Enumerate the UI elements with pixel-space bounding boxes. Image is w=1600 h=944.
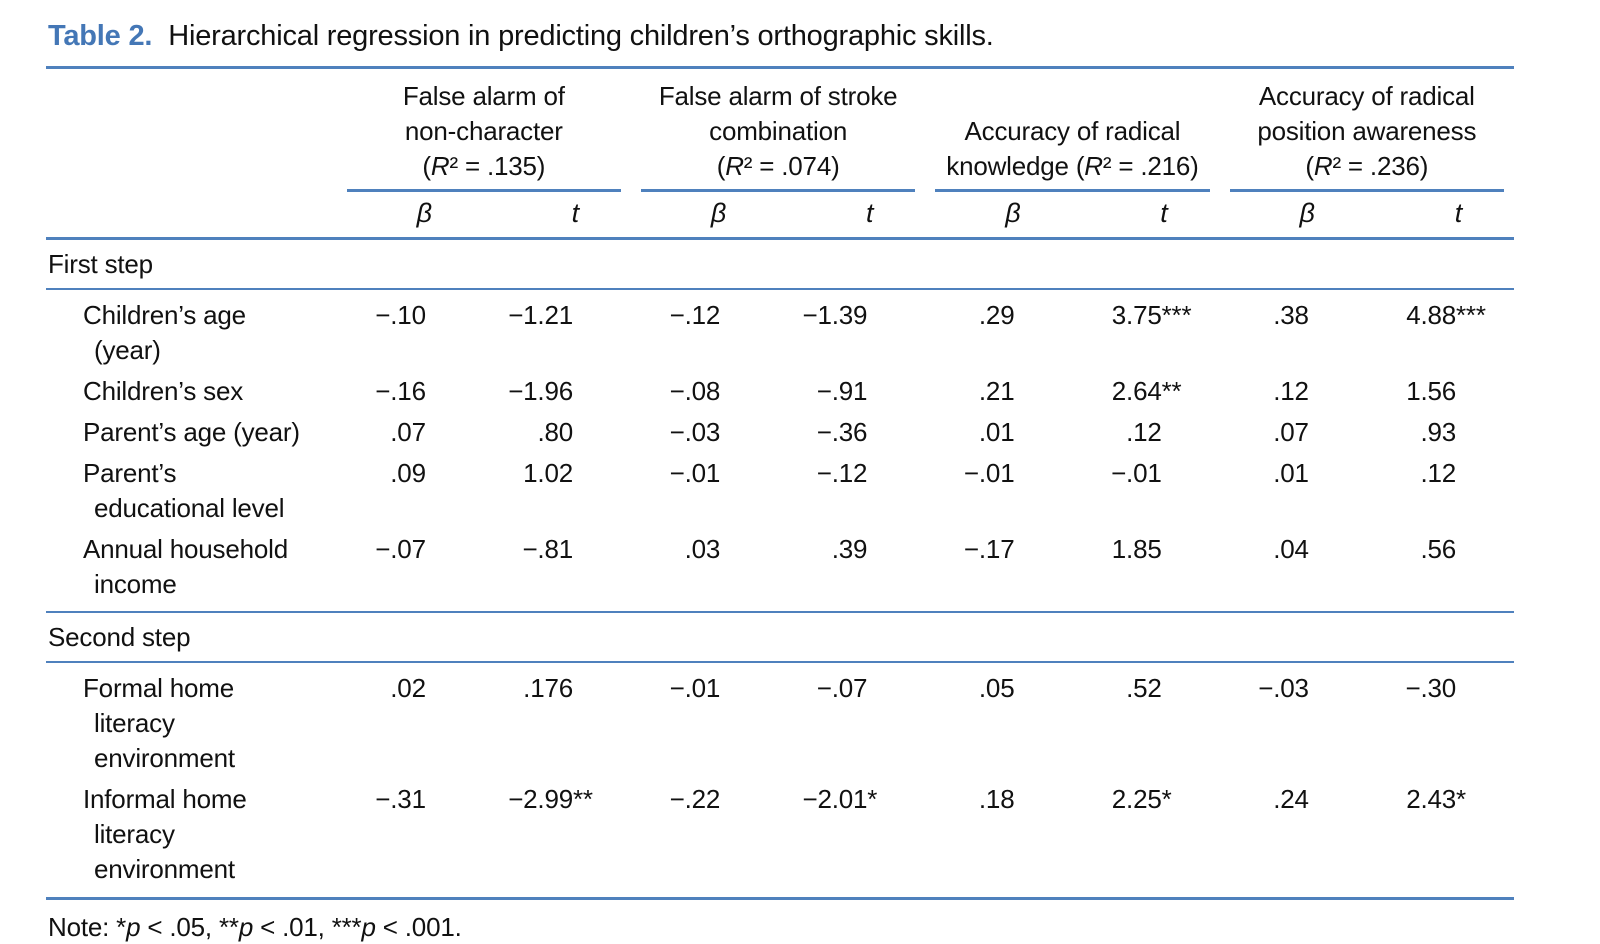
cell-t4: 2.43* bbox=[1366, 776, 1514, 900]
cell-beta2: .03 bbox=[684, 534, 721, 564]
cell-t3: .52 bbox=[1126, 673, 1162, 703]
table-note: Note: *p < .05, **p < .01, ***p < .001. bbox=[48, 912, 462, 942]
beta-header-2: β bbox=[630, 192, 779, 240]
cell-t3: 2.64** bbox=[1111, 376, 1182, 406]
cell-beta4: −.03 bbox=[1258, 673, 1309, 703]
cell-t1: .176 bbox=[523, 673, 573, 703]
row-label: Children’s sex bbox=[83, 376, 244, 406]
cell-t2: −.07 bbox=[816, 673, 868, 703]
row-label: Formal home literacy environment bbox=[83, 673, 235, 773]
t-header-1: t bbox=[483, 192, 631, 240]
table-row-parents-age: Parent’s age (year) .07 .80 −.03 −.36 .0… bbox=[46, 409, 1514, 450]
t-header-2: t bbox=[778, 192, 926, 240]
cell-beta3: .01 bbox=[978, 417, 1015, 447]
cell-t1: −1.21 bbox=[508, 300, 573, 330]
cell-t4: 1.56 bbox=[1406, 376, 1456, 406]
cell-t2: −.12 bbox=[816, 458, 868, 488]
cell-beta2: −.08 bbox=[669, 376, 721, 406]
cell-beta1: .02 bbox=[390, 673, 426, 703]
cell-t4: −.30 bbox=[1405, 673, 1456, 703]
cell-t4: .12 bbox=[1420, 458, 1456, 488]
regression-table: False alarm of non-character (R² = .135)… bbox=[46, 66, 1514, 900]
cell-beta3: .05 bbox=[978, 673, 1015, 703]
cell-beta1: −.07 bbox=[375, 534, 426, 564]
t-header-3: t bbox=[1072, 192, 1220, 240]
table-number: Table 2. bbox=[48, 20, 153, 52]
table-row-informal-home-literacy-environment: Informal home literacy environment −.31 … bbox=[46, 776, 1514, 900]
section-header-first-step: First step bbox=[46, 238, 1514, 290]
cell-beta3: .29 bbox=[978, 300, 1015, 330]
row-label: Children’s age (year) bbox=[83, 300, 246, 365]
group-header-accuracy-radical-position-awareness: Accuracy of radical position awareness (… bbox=[1220, 68, 1514, 192]
cell-beta3: −.01 bbox=[963, 458, 1015, 488]
cell-beta2: −.22 bbox=[630, 776, 779, 900]
cell-beta4: .24 bbox=[1219, 776, 1367, 900]
cell-beta4: .12 bbox=[1273, 376, 1309, 406]
row-label: Annual household income bbox=[83, 534, 288, 599]
row-label: Parent’s age (year) bbox=[83, 417, 300, 447]
cell-beta2: −.01 bbox=[669, 673, 721, 703]
cell-beta4: .38 bbox=[1273, 300, 1309, 330]
cell-beta1: −.10 bbox=[375, 300, 426, 330]
cell-t1: .80 bbox=[537, 417, 573, 447]
cell-beta4: .04 bbox=[1273, 534, 1309, 564]
cell-t3: .12 bbox=[1126, 417, 1162, 447]
group-header-accuracy-radical-knowledge: Accuracy of radical knowledge (R² = .216… bbox=[925, 68, 1219, 192]
cell-beta2: −.01 bbox=[669, 458, 721, 488]
cell-beta1: −.16 bbox=[375, 376, 426, 406]
cell-beta3: .18 bbox=[925, 776, 1073, 900]
cell-t2: −.91 bbox=[816, 376, 868, 406]
cell-beta2: −.03 bbox=[669, 417, 721, 447]
cell-beta3: −.17 bbox=[963, 534, 1015, 564]
cell-t2: −.36 bbox=[816, 417, 868, 447]
cell-t1: 1.02 bbox=[523, 458, 573, 488]
row-label: Informal home literacy environment bbox=[46, 776, 337, 900]
cell-t3: −.01 bbox=[1111, 458, 1162, 488]
group-header-false-alarm-stroke-combination: False alarm of stroke combination (R² = … bbox=[631, 68, 925, 192]
beta-header-4: β bbox=[1219, 192, 1367, 240]
cell-beta4: .07 bbox=[1273, 417, 1309, 447]
table-row-childrens-age: Children’s age (year) −.10 −1.21 −.12 −1… bbox=[46, 289, 1514, 368]
cell-t1: −2.99** bbox=[483, 776, 631, 900]
table-row-formal-home-literacy-environment: Formal home literacy environment .02 .17… bbox=[46, 662, 1514, 776]
cell-beta2: −.12 bbox=[669, 300, 721, 330]
cell-t2: −2.01* bbox=[778, 776, 926, 900]
cell-t1: −.81 bbox=[522, 534, 573, 564]
cell-beta1: −.31 bbox=[336, 776, 484, 900]
cell-t4: .56 bbox=[1420, 534, 1456, 564]
cell-t4: 4.88*** bbox=[1406, 300, 1486, 330]
cell-beta4: .01 bbox=[1273, 458, 1309, 488]
beta-header-1: β bbox=[336, 192, 484, 240]
cell-t3: 1.85 bbox=[1111, 534, 1162, 564]
cell-t1: −1.96 bbox=[508, 376, 573, 406]
column-group-header-row: False alarm of non-character (R² = .135)… bbox=[46, 67, 1514, 240]
table-row-parents-educational-level: Parent’s educational level .09 1.02 −.01… bbox=[46, 450, 1514, 526]
beta-header-3: β bbox=[925, 192, 1073, 240]
table-row-annual-household-income: Annual household income −.07 −.81 .03 .3… bbox=[46, 526, 1514, 612]
table-caption: Table 2. Hierarchical regression in predi… bbox=[48, 18, 1514, 54]
cell-beta1: .09 bbox=[390, 458, 426, 488]
cell-t4: .93 bbox=[1420, 417, 1456, 447]
cell-beta1: .07 bbox=[390, 417, 426, 447]
beta-t-header-row: β t β t β t β t bbox=[46, 192, 1514, 240]
cell-t2: −1.39 bbox=[802, 300, 868, 330]
t-header-4: t bbox=[1366, 192, 1514, 240]
cell-t2: .39 bbox=[831, 534, 868, 564]
table-row-childrens-sex: Children’s sex −.16 −1.96 −.08 −.91 .21 … bbox=[46, 368, 1514, 409]
cell-t3: 3.75*** bbox=[1111, 300, 1192, 330]
cell-beta3: .21 bbox=[978, 376, 1015, 406]
group-header-false-alarm-non-character: False alarm of non-character (R² = .135) bbox=[337, 68, 631, 192]
section-header-second-step: Second step bbox=[46, 611, 1514, 663]
cell-t3: 2.25* bbox=[1072, 776, 1220, 900]
row-label: Parent’s educational level bbox=[83, 458, 285, 523]
corner-cell bbox=[46, 67, 337, 240]
table-title-text: Hierarchical regression in predicting ch… bbox=[168, 20, 994, 52]
